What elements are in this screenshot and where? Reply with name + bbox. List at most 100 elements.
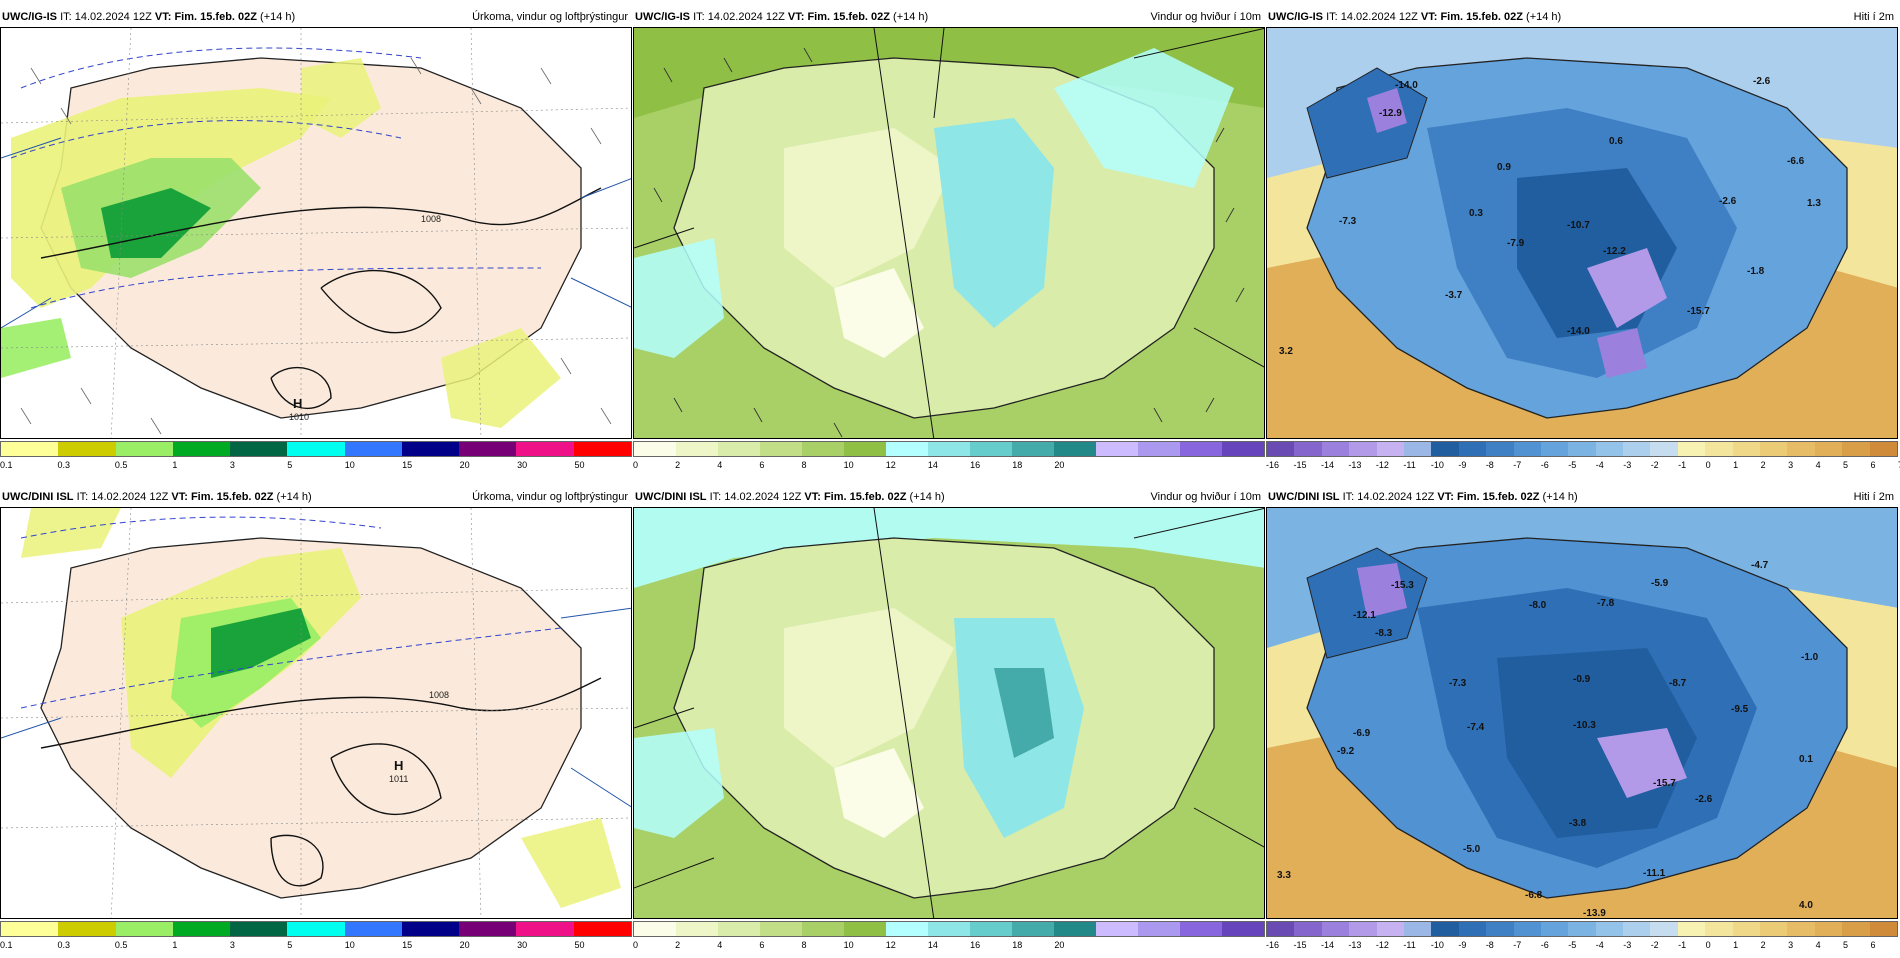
lead-time: (+14 h) <box>1526 11 1562 23</box>
colorbar-swatch <box>573 922 631 936</box>
colorbar-swatch <box>634 922 676 936</box>
vt-label: VT: <box>154 11 172 23</box>
wind-colorbar-ticks: 0 2 4 6 8 10 12 14 16 18 20 <box>633 938 1265 952</box>
temp-panel-top: UWC/IG-IS IT: 14.02.2024 12Z VT: Fim. 15… <box>1266 8 1900 478</box>
precip-panel-top: UWC/IG-IS IT: 14.02.2024 12Z VT: Fim. 15… <box>0 8 632 478</box>
colorbar-swatch <box>172 442 231 456</box>
temp-colorbar-ticks: -16 -15 -14 -13 -12 -11 -10 -9 -8 -7 -6 -5 -4 -3 -2 -1 0… <box>1266 938 1898 952</box>
colorbar-tick-label: -9 <box>1458 460 1467 470</box>
colorbar-tick-label: 7 <box>1898 458 1900 472</box>
colorbar-swatch <box>1349 922 1377 936</box>
colorbar-swatch <box>115 922 173 936</box>
it-value: 14.02.2024 12Z <box>91 491 169 503</box>
colorbar-swatch <box>1349 442 1377 456</box>
colorbar-swatch <box>760 442 802 456</box>
vt-value: Fim. 15.feb. 02Z <box>1440 11 1523 23</box>
precip-colorbar-ticks: 0.1 0.3 0.5 1 3 5 10 15 20 30 50 <box>0 458 632 472</box>
wind-colorbar <box>633 441 1265 457</box>
colorbar-tick-label: -6 <box>1540 460 1549 470</box>
colorbar-swatch <box>1732 442 1761 456</box>
colorbar-swatch <box>1568 442 1596 456</box>
colorbar-tick-label: 4 <box>717 460 723 470</box>
colorbar-swatch <box>1012 442 1054 456</box>
colorbar-swatch <box>1540 922 1569 936</box>
lead-time: (+14 h) <box>909 491 945 503</box>
model-name: UWC/IG-IS <box>2 11 57 23</box>
temp-map: -15.3 -12.1 -8.3 -9.2 -6.9 -7.3 -7.4 -8.0 -7.8 -5… <box>1266 507 1898 919</box>
colorbar-tick-label: -14 <box>1320 460 1334 470</box>
colorbar-tick-label: 1 <box>172 460 178 470</box>
vt-value: Fim. 15.feb. 02Z <box>807 11 890 23</box>
colorbar-swatch <box>459 442 517 456</box>
colorbar-tick-label: 18 <box>1012 460 1023 470</box>
colorbar-tick-label: 20 <box>1054 460 1065 470</box>
temp-map-graphic <box>1267 508 1897 918</box>
colorbar-tick-label: 15 <box>402 940 413 950</box>
colorbar-swatch <box>287 442 345 456</box>
colorbar-tick-label: 3 <box>229 940 235 950</box>
colorbar-tick-label: 0.5 <box>114 460 128 470</box>
lead-time: (+14 h) <box>893 11 929 23</box>
colorbar-swatch <box>1 922 59 936</box>
panel-title: Vindur og hviður í 10m <box>1150 491 1261 503</box>
colorbar-swatch <box>1458 922 1487 936</box>
vt-label: VT: <box>1437 491 1454 503</box>
colorbar-swatch <box>573 442 631 456</box>
colorbar-tick-label: 0.1 <box>0 940 13 950</box>
colorbar-tick-label: -16 <box>1266 940 1280 950</box>
colorbar-swatch <box>928 922 970 936</box>
wind-map-graphic <box>634 28 1264 438</box>
colorbar-swatch <box>1054 922 1096 936</box>
colorbar-tick-label: 14 <box>927 460 938 470</box>
colorbar-swatch <box>928 442 970 456</box>
colorbar-swatch <box>1513 442 1541 456</box>
vt-value: Fim. 15.feb. 02Z <box>823 491 907 503</box>
colorbar-swatch <box>1222 922 1264 936</box>
colorbar-swatch <box>1180 442 1222 456</box>
colorbar-swatch <box>1096 442 1138 456</box>
precip-panel-bottom: UWC/DINI ISL IT: 14.02.2024 12Z VT: Fim.… <box>0 488 632 958</box>
colorbar-swatch <box>1842 922 1870 936</box>
colorbar-tick-label: 0.3 <box>57 940 70 950</box>
colorbar-swatch <box>886 922 928 936</box>
colorbar-swatch <box>1294 442 1322 456</box>
colorbar-swatch <box>1486 442 1514 456</box>
colorbar-swatch <box>970 442 1012 456</box>
colorbar-swatch <box>634 442 676 456</box>
colorbar-tick-label: 0.5 <box>114 940 128 950</box>
colorbar-swatch <box>844 442 886 456</box>
precip-map: H 1010 1008 <box>0 27 632 439</box>
colorbar-tick-label: -9 <box>1458 940 1467 950</box>
colorbar-tick-label: -11 <box>1403 460 1416 470</box>
pressure-high-marker: H <box>394 758 404 773</box>
colorbar-swatch <box>1267 922 1295 936</box>
colorbar-tick-label: -5 <box>1568 460 1577 470</box>
temp-map: -14.0 -12.9 -7.3 -7.9 -10.7 -12.2 -14.0 -15.7 -3… <box>1266 27 1898 439</box>
colorbar-swatch <box>676 922 718 936</box>
colorbar-tick-label: 4 <box>717 940 723 950</box>
colorbar-tick-label: -1 <box>1678 940 1687 950</box>
colorbar-swatch <box>1787 442 1815 456</box>
colorbar-swatch <box>1180 922 1222 936</box>
colorbar-tick-label: 5 <box>1843 460 1849 470</box>
it-value: 14.02.2024 12Z <box>707 11 785 23</box>
colorbar-swatch <box>1705 442 1733 456</box>
colorbar-tick-label: 5 <box>287 460 293 470</box>
vt-label: VT: <box>171 491 188 503</box>
colorbar-tick-label: 0 <box>633 940 639 950</box>
colorbar-swatch <box>1138 922 1180 936</box>
colorbar-tick-label: 10 <box>843 940 854 950</box>
colorbar-swatch <box>1376 922 1404 936</box>
colorbar-swatch <box>718 442 760 456</box>
colorbar-swatch <box>1267 442 1295 456</box>
colorbar-tick-label: 5 <box>1843 940 1849 950</box>
panel-title: Hiti í 2m <box>1853 11 1894 23</box>
pressure-high-value: 1010 <box>289 412 310 422</box>
colorbar-tick-label: 1 <box>172 940 178 950</box>
temp-panel-bottom: UWC/DINI ISL IT: 14.02.2024 12Z VT: Fim.… <box>1266 488 1898 958</box>
colorbar-swatch <box>1403 922 1432 936</box>
colorbar-swatch <box>844 922 886 936</box>
colorbar-tick-label: -10 <box>1430 940 1444 950</box>
vt-value: Fim. 15.feb. 02Z <box>190 491 274 503</box>
colorbar-tick-label: -13 <box>1348 460 1362 470</box>
